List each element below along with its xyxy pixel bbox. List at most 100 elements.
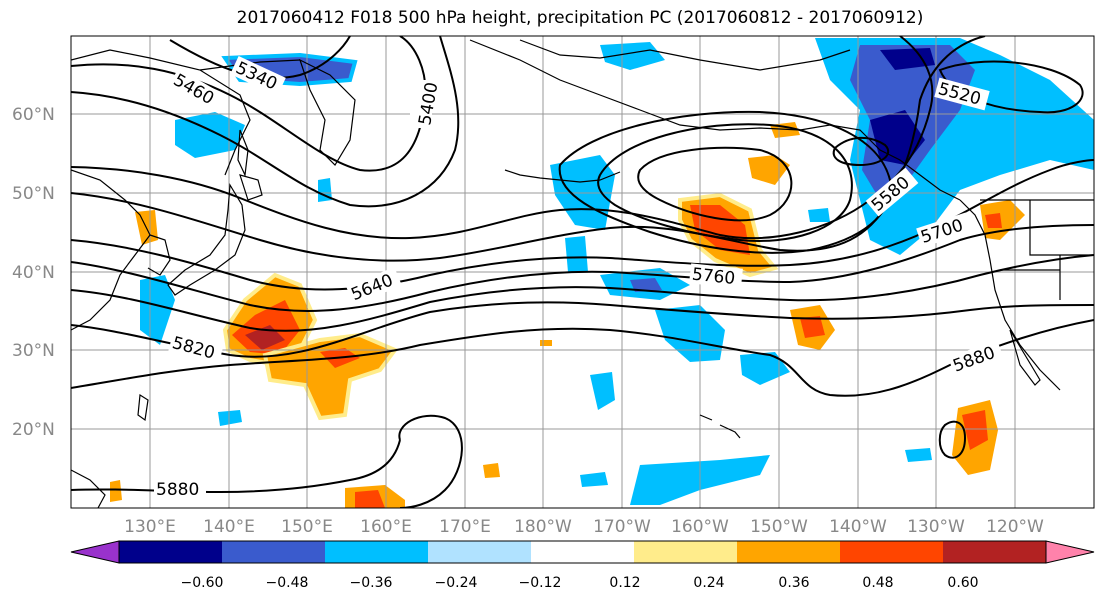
neg-area-hawaii-n	[655, 305, 725, 362]
lon-label-140w: 140°W	[829, 517, 887, 537]
cb-tick-label: −0.48	[266, 575, 309, 591]
contour-5520	[71, 36, 934, 240]
pos-area-bc	[980, 200, 1025, 240]
colorbar-frame	[118, 540, 1047, 564]
lon-label-120w: 120°W	[986, 517, 1044, 537]
coast-taiwan	[137, 393, 149, 422]
neg-area-midpacific-core	[630, 278, 662, 292]
lon-label-170w: 170°W	[593, 517, 651, 537]
neg-area-sakhalin	[175, 112, 245, 158]
coast-alaska-north	[519, 39, 851, 71]
lon-label-170e: 170°E	[439, 517, 491, 537]
contour-mexico-loop	[938, 420, 967, 459]
pos-area-south-w-core	[355, 490, 385, 508]
contour-5820	[71, 301, 1094, 358]
neg-area-south1	[590, 372, 615, 410]
lon-label-160e: 160°E	[360, 517, 412, 537]
colorbar-swatch	[634, 541, 737, 563]
cb-tick-label: 0.24	[693, 575, 724, 591]
cb-tick-label: −0.36	[350, 575, 393, 591]
longitude-labels: 130°E 140°E 150°E 160°E 170°E 180°W 170°…	[124, 517, 1044, 537]
coast-bc	[959, 199, 1061, 391]
neg-area-bering	[600, 42, 665, 70]
lat-label-50n: 50°N	[12, 184, 55, 204]
contour-5700	[71, 224, 1094, 312]
lat-label-60n: 60°N	[12, 105, 55, 125]
neg-area-alaska-deep2	[880, 48, 935, 70]
contour-5880	[71, 319, 1094, 397]
colorbar	[70, 540, 1095, 564]
graticule	[71, 36, 1094, 508]
coast-korea	[147, 234, 171, 276]
coast-hawaii	[699, 414, 741, 439]
neg-area-hawaii	[740, 352, 790, 385]
coast-baja	[1009, 329, 1041, 386]
pos-area-central-core	[690, 205, 750, 255]
contour-label-5760: 5760	[691, 265, 736, 289]
colorbar-swatch	[943, 541, 1046, 563]
contour-5340-low	[637, 146, 793, 222]
pos-area-east-pac-core	[800, 316, 825, 338]
cb-tick-label: 0.60	[947, 575, 978, 591]
colorbar-swatch	[325, 541, 428, 563]
colorbar-swatch	[840, 541, 943, 563]
height-contours	[71, 36, 1094, 508]
colorbar-extend-low	[70, 540, 120, 564]
contour-5340-west	[169, 36, 351, 79]
colorbar-labels: −0.60 −0.48 −0.36 −0.24 −0.12 0.12 0.24 …	[181, 575, 979, 591]
lon-label-180w: 180°W	[514, 517, 572, 537]
latitude-labels: 60°N 50°N 40°N 30°N 20°N	[12, 105, 55, 440]
cb-tick-label: −0.12	[519, 575, 562, 591]
neg-area-japan-east	[140, 275, 175, 345]
contour-5460-west	[71, 36, 460, 208]
coast-hokkaido	[239, 174, 263, 201]
lon-label-150e: 150°E	[281, 517, 333, 537]
colorbar-swatch	[119, 541, 222, 563]
coast-china	[71, 169, 151, 331]
cb-tick-label: 0.12	[609, 575, 640, 591]
cb-tick-label: −0.60	[181, 575, 224, 591]
contour-5880-south	[71, 439, 401, 494]
neg-area-tropic-e	[905, 448, 932, 462]
lon-label-130e: 130°E	[124, 517, 176, 537]
cb-tick-label: 0.48	[862, 575, 893, 591]
contour-5760	[71, 254, 1094, 332]
coast-sakhalin	[237, 129, 249, 178]
pos-area-bc-core	[985, 213, 1002, 228]
pos-area-small2	[110, 480, 122, 502]
coast-philippines	[71, 469, 106, 508]
lat-label-40n: 40°N	[12, 263, 55, 283]
map-frame	[70, 35, 1095, 509]
colorbar-extend-high	[1045, 540, 1095, 564]
neg-area-wpac3	[565, 236, 588, 272]
coast-okhotsk	[199, 59, 301, 71]
neg-area-wpac	[318, 178, 332, 202]
contour-5400-low	[597, 123, 853, 242]
cb-tick-label: 0.36	[778, 575, 809, 591]
lon-label-160w: 160°W	[671, 517, 729, 537]
pos-area-small3	[540, 340, 552, 346]
colorbar-swatch	[737, 541, 840, 563]
lon-label-150w: 150°W	[750, 517, 808, 537]
contour-5880-loop	[398, 414, 463, 508]
lat-label-30n: 30°N	[12, 341, 55, 361]
contour-low-alaska	[832, 136, 890, 167]
pos-area-small1	[483, 463, 500, 478]
neg-area-south3	[580, 472, 608, 487]
colorbar-swatch	[428, 541, 531, 563]
lon-label-130w: 130°W	[907, 517, 965, 537]
colorbar-swatch	[531, 541, 634, 563]
contour-5580	[71, 36, 986, 262]
neg-area-tropic-w	[218, 410, 242, 426]
colorbar-swatch	[222, 541, 325, 563]
coast-aleutians	[504, 169, 621, 183]
lon-label-140e: 140°E	[203, 517, 255, 537]
map-title: 2017060412 F018 500 hPa height, precipit…	[236, 8, 924, 28]
coast-kamchatka	[298, 58, 356, 166]
pos-area-mexico-core	[962, 410, 988, 450]
coast-alaska	[469, 39, 961, 201]
neg-area-wpac2	[808, 208, 830, 222]
contour-5640	[71, 159, 1094, 291]
coast-japan	[167, 183, 246, 296]
